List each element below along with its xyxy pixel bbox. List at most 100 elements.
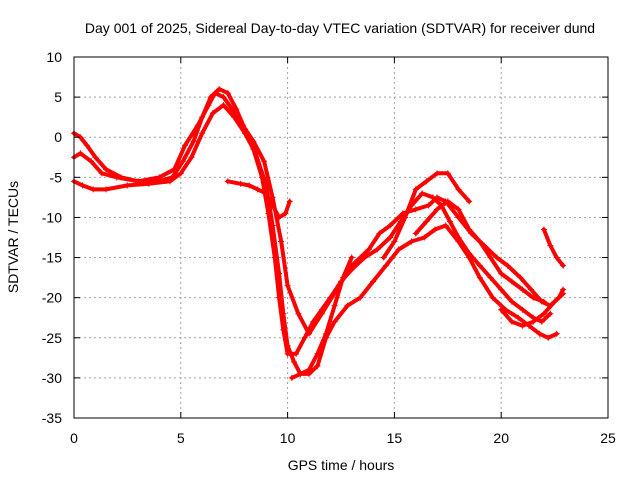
data-point <box>538 318 545 325</box>
data-point <box>455 214 462 221</box>
data-point <box>455 206 462 213</box>
data-point <box>291 358 298 365</box>
data-point <box>92 154 99 161</box>
x-tick-label: 0 <box>70 430 78 446</box>
series-s9 <box>412 198 547 305</box>
series-s4 <box>224 178 293 221</box>
data-point <box>169 174 176 181</box>
series-s3 <box>71 86 554 357</box>
data-point <box>182 142 189 149</box>
data-point <box>305 366 312 373</box>
data-point <box>476 238 483 245</box>
data-point <box>540 310 547 317</box>
data-point <box>135 178 142 185</box>
series-line <box>72 87 553 356</box>
data-point <box>553 330 560 337</box>
data-point <box>344 302 351 309</box>
y-tick-label: -35 <box>42 410 62 426</box>
data-point <box>220 94 227 101</box>
data-point <box>297 370 304 377</box>
chart-title: Day 001 of 2025, Sidereal Day-to-day VTE… <box>85 20 595 36</box>
data-point <box>88 158 95 165</box>
data-point <box>444 198 451 205</box>
data-point <box>528 286 535 293</box>
data-point <box>224 90 231 97</box>
data-point <box>331 302 338 309</box>
ticks: 10 5 0 -5 -10 -15 -20 -25 -30 -35 0 5 10 15 20 25 <box>42 49 616 446</box>
series-line <box>289 255 354 380</box>
data-point <box>466 226 473 233</box>
data-point <box>327 294 334 301</box>
series-s2 <box>71 102 560 377</box>
x-tick-label: 10 <box>280 430 296 446</box>
data-point <box>519 322 526 329</box>
series-s5 <box>288 254 355 381</box>
y-tick-label: -10 <box>42 209 62 225</box>
plot-frame <box>73 56 609 419</box>
data-point <box>301 334 308 341</box>
data-point <box>323 330 330 337</box>
data-point <box>530 318 537 325</box>
data-point <box>237 180 244 187</box>
data-point <box>493 254 500 261</box>
data-point <box>442 222 449 229</box>
series-s6 <box>380 170 473 261</box>
data-point <box>423 178 430 185</box>
data-point <box>560 262 567 269</box>
data-point <box>408 238 415 245</box>
data-point <box>519 286 526 293</box>
data-point <box>455 234 462 241</box>
data-point <box>271 254 278 261</box>
data-point <box>90 186 97 193</box>
y-tick-label: -15 <box>42 250 62 266</box>
data-point <box>498 270 505 277</box>
data-point <box>517 274 524 281</box>
data-point <box>547 242 554 249</box>
data-point <box>250 146 257 153</box>
data-point <box>209 110 216 117</box>
data-point <box>199 114 206 121</box>
series-s7 <box>498 290 567 329</box>
x-axis-label: GPS time / hours <box>288 457 395 473</box>
data-point <box>79 182 86 189</box>
data-point <box>391 238 398 245</box>
data-point <box>288 374 295 381</box>
data-point <box>220 102 227 109</box>
data-point <box>540 298 547 305</box>
data-point <box>431 226 438 233</box>
series-line <box>225 179 292 220</box>
data-point <box>77 150 84 157</box>
data-point <box>179 158 186 165</box>
data-point <box>402 214 409 221</box>
data-point <box>560 290 567 297</box>
data-point <box>536 330 543 337</box>
data-point <box>374 246 381 253</box>
data-point <box>188 154 195 161</box>
data-point <box>117 174 124 181</box>
data-point <box>293 350 300 357</box>
data-point <box>421 234 428 241</box>
data-point <box>508 318 515 325</box>
data-point <box>530 294 537 301</box>
data-point <box>310 318 317 325</box>
data-point <box>395 246 402 253</box>
data-point <box>231 114 238 121</box>
data-point <box>276 214 283 221</box>
data-point <box>282 210 289 217</box>
x-tick-label: 5 <box>177 430 185 446</box>
data-point <box>216 86 223 93</box>
data-point <box>83 142 90 149</box>
y-tick-label: -20 <box>42 290 62 306</box>
data-point <box>278 238 285 245</box>
data-point <box>466 250 473 257</box>
data-point <box>269 202 276 209</box>
data-point <box>233 106 240 113</box>
y-tick-label: 0 <box>54 129 62 145</box>
data-point <box>423 218 430 225</box>
data-point <box>370 278 377 285</box>
data-point <box>286 198 293 205</box>
data-point <box>504 262 511 269</box>
data-point <box>124 182 131 189</box>
data-point <box>103 166 110 173</box>
data-point <box>547 310 554 317</box>
